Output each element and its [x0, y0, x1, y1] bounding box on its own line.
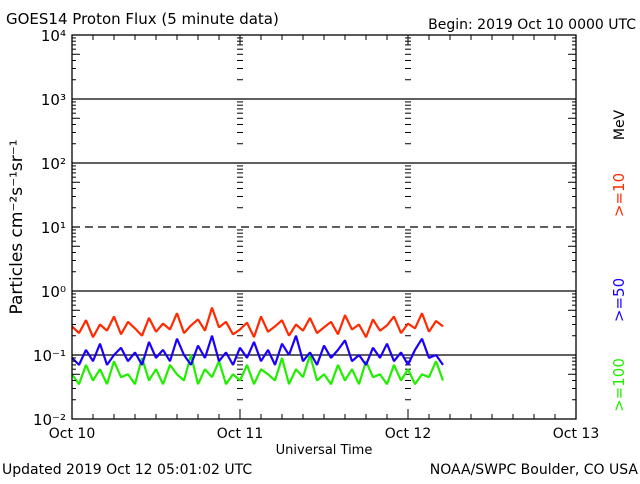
series-line-50	[71, 335, 444, 366]
x-tick-label: Oct 10	[49, 426, 95, 442]
y-tick-label: 10⁴	[41, 27, 66, 45]
legend-entry: >=10	[610, 173, 628, 217]
y-tick-label: 10⁰	[41, 283, 66, 301]
y-tick-label: 10⁻²	[33, 411, 66, 429]
source-credit: NOAA/SWPC Boulder, CO USA	[430, 462, 639, 478]
begin-label: Begin: 2019 Oct 10 0000 UTC	[428, 17, 636, 33]
y-tick-label: 10³	[41, 91, 66, 109]
x-tick-label: Oct 13	[553, 426, 599, 442]
legend-entry: >=50	[610, 278, 628, 322]
plot-frame	[71, 34, 577, 420]
y-axis-label: Particles cm⁻²s⁻¹sr⁻¹	[7, 139, 27, 314]
grid	[72, 37, 576, 401]
units-label: MeV	[612, 109, 628, 140]
updated-timestamp: Updated 2019 Oct 12 05:01:02 UTC	[2, 462, 252, 478]
x-tick-label: Oct 12	[385, 426, 431, 442]
legend-entry: >=100	[610, 358, 628, 412]
series-group	[71, 307, 445, 385]
x-axis-label: Universal Time	[276, 443, 373, 458]
y-tick-label: 10²	[41, 155, 66, 173]
legend: >=10 >=50 >=100	[610, 173, 628, 412]
x-tick-label: Oct 11	[217, 426, 263, 442]
chart-title: GOES14 Proton Flux (5 minute data)	[6, 10, 279, 28]
series-line-100	[71, 354, 445, 385]
series-line-10	[71, 307, 444, 338]
y-tick-label: 10¹	[41, 219, 66, 237]
y-tick-label: 10⁻¹	[33, 347, 66, 365]
